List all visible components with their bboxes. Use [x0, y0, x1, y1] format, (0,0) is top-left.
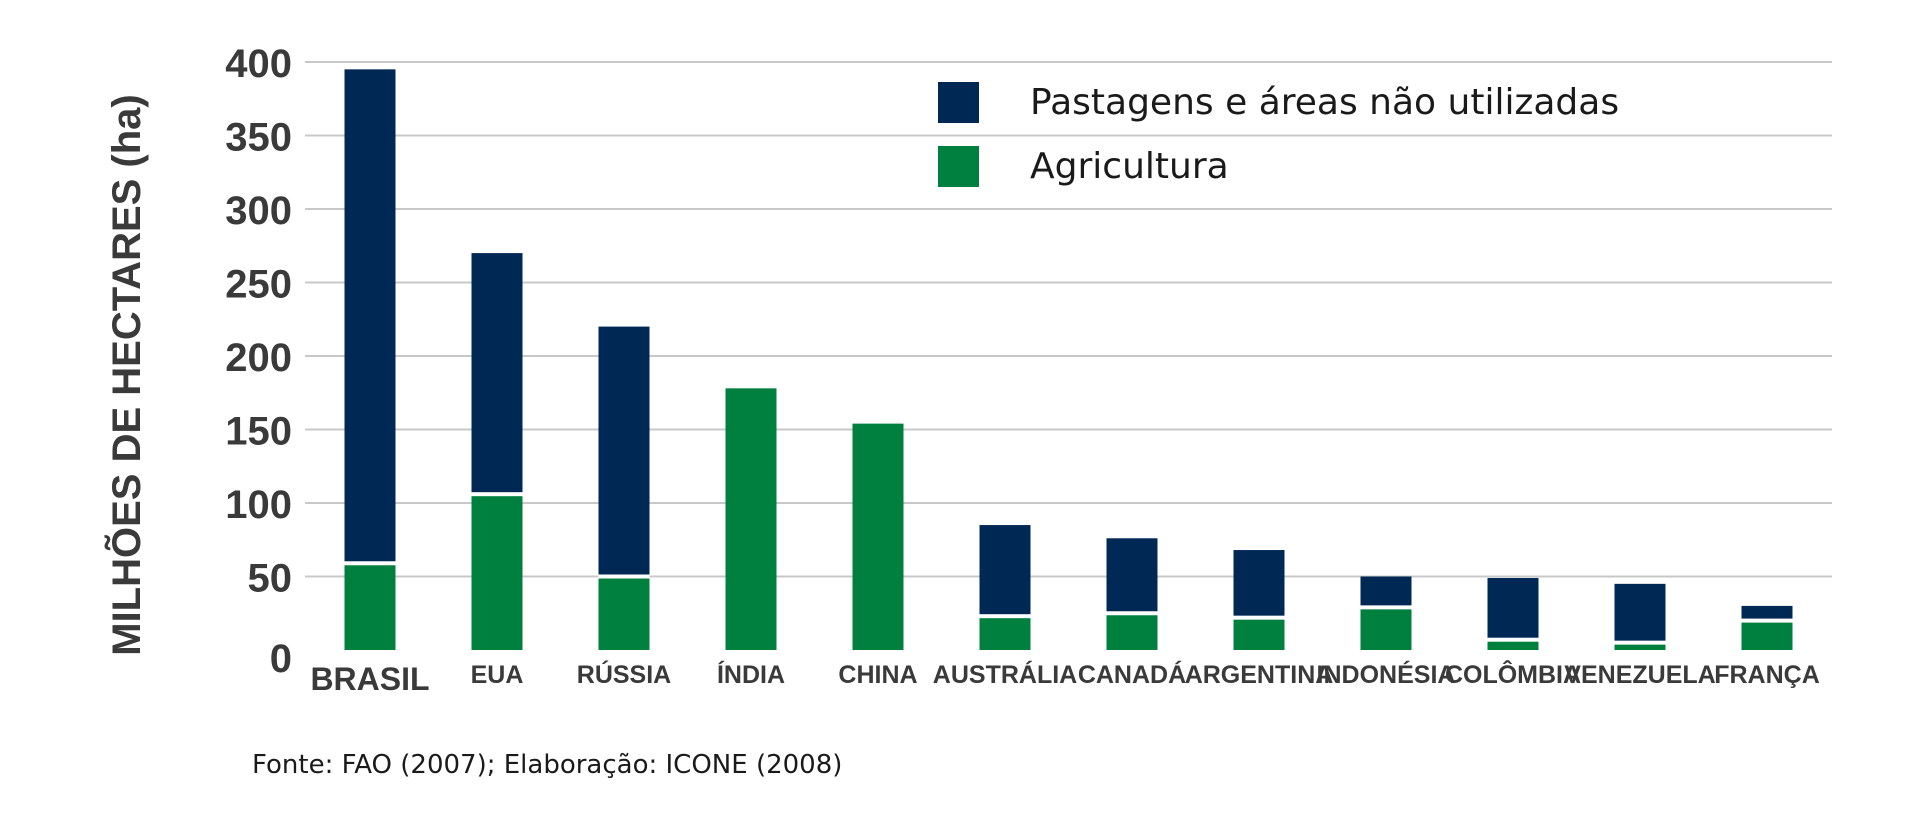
bar-segment: [1106, 538, 1158, 614]
segment-separator: [1106, 611, 1158, 616]
y-tick-label: 350: [225, 116, 292, 160]
x-tick-label: BRASIL: [310, 661, 429, 697]
segment-separator: [1741, 618, 1793, 623]
bar-segment: [1487, 639, 1539, 650]
y-tick-label: 100: [225, 483, 292, 527]
bar-segment: [1233, 617, 1285, 650]
y-tick-label: 150: [225, 410, 292, 454]
x-tick-label: COLÔMBIA: [1445, 659, 1581, 689]
segment-separator: [344, 561, 396, 566]
source-note: Fonte: FAO (2007); Elaboração: ICONE (20…: [252, 750, 843, 780]
bar-segment: [1360, 607, 1412, 650]
bar-segment: [979, 616, 1031, 650]
x-tick-label: ARGENTINA: [1185, 661, 1334, 689]
segment-separator: [598, 574, 650, 579]
bar-segment: [1360, 576, 1412, 608]
x-tick-label: FRANÇA: [1714, 661, 1820, 689]
bar-segment: [598, 576, 650, 650]
bar-segment: [725, 388, 777, 650]
y-tick-label: 0: [270, 637, 292, 681]
legend: Pastagens e áreas não utilizadas Agricult…: [938, 82, 1619, 187]
segment-separator: [1360, 605, 1412, 610]
x-tick-label: AUSTRÁLIA: [933, 660, 1077, 689]
bar-segment: [852, 423, 904, 650]
gridlines: [305, 61, 1832, 578]
segment-separator: [1614, 640, 1666, 645]
legend-label: Agricultura: [1030, 146, 1229, 187]
x-tick-label: EUA: [471, 661, 524, 689]
segment-separator: [979, 614, 1031, 619]
y-tick-label: 400: [225, 42, 292, 86]
bar-segment: [1487, 577, 1539, 640]
x-tick-label: CANADÁ: [1078, 660, 1186, 689]
bar-segment: [1106, 613, 1158, 650]
bar-segment: [344, 69, 396, 564]
bar-segment: [979, 525, 1031, 617]
y-tick-label: 50: [248, 557, 293, 601]
x-tick-label: RÚSSIA: [577, 659, 671, 689]
segment-separator: [1487, 637, 1539, 642]
legend-swatch: [938, 82, 979, 123]
x-tick-label: ÍNDIA: [717, 660, 785, 689]
y-axis-ticks: 0 50 100 150 200 250 300 350 400: [225, 42, 292, 681]
x-tick-label: CHINA: [838, 661, 917, 689]
bar-segment: [471, 253, 523, 495]
legend-swatch: [938, 146, 979, 187]
y-tick-label: 200: [225, 336, 292, 380]
x-tick-label: VENEZUELA: [1564, 661, 1715, 689]
bars: [344, 69, 1793, 650]
bar-segment: [1614, 642, 1666, 650]
bar-segment: [598, 326, 650, 577]
y-axis-label: MILHÕES DE HECTARES (ha): [103, 94, 149, 656]
x-axis-ticks: BRASIL EUA RÚSSIA ÍNDIA CHINA AUSTRÁLIA CANADÁ…: [310, 659, 1819, 697]
segment-separator: [471, 492, 523, 497]
segment-separator: [1233, 615, 1285, 620]
bar-segment: [344, 563, 396, 650]
y-tick-label: 250: [225, 263, 292, 307]
x-tick-label: INDONÉSIA: [1317, 660, 1456, 689]
bar-segment: [1741, 620, 1793, 650]
bar-segment: [1741, 605, 1793, 621]
bar-segment: [1233, 550, 1285, 618]
legend-label: Pastagens e áreas não utilizadas: [1030, 82, 1619, 123]
bar-segment: [1614, 583, 1666, 643]
y-tick-label: 300: [225, 189, 292, 233]
bar-segment: [471, 494, 523, 650]
